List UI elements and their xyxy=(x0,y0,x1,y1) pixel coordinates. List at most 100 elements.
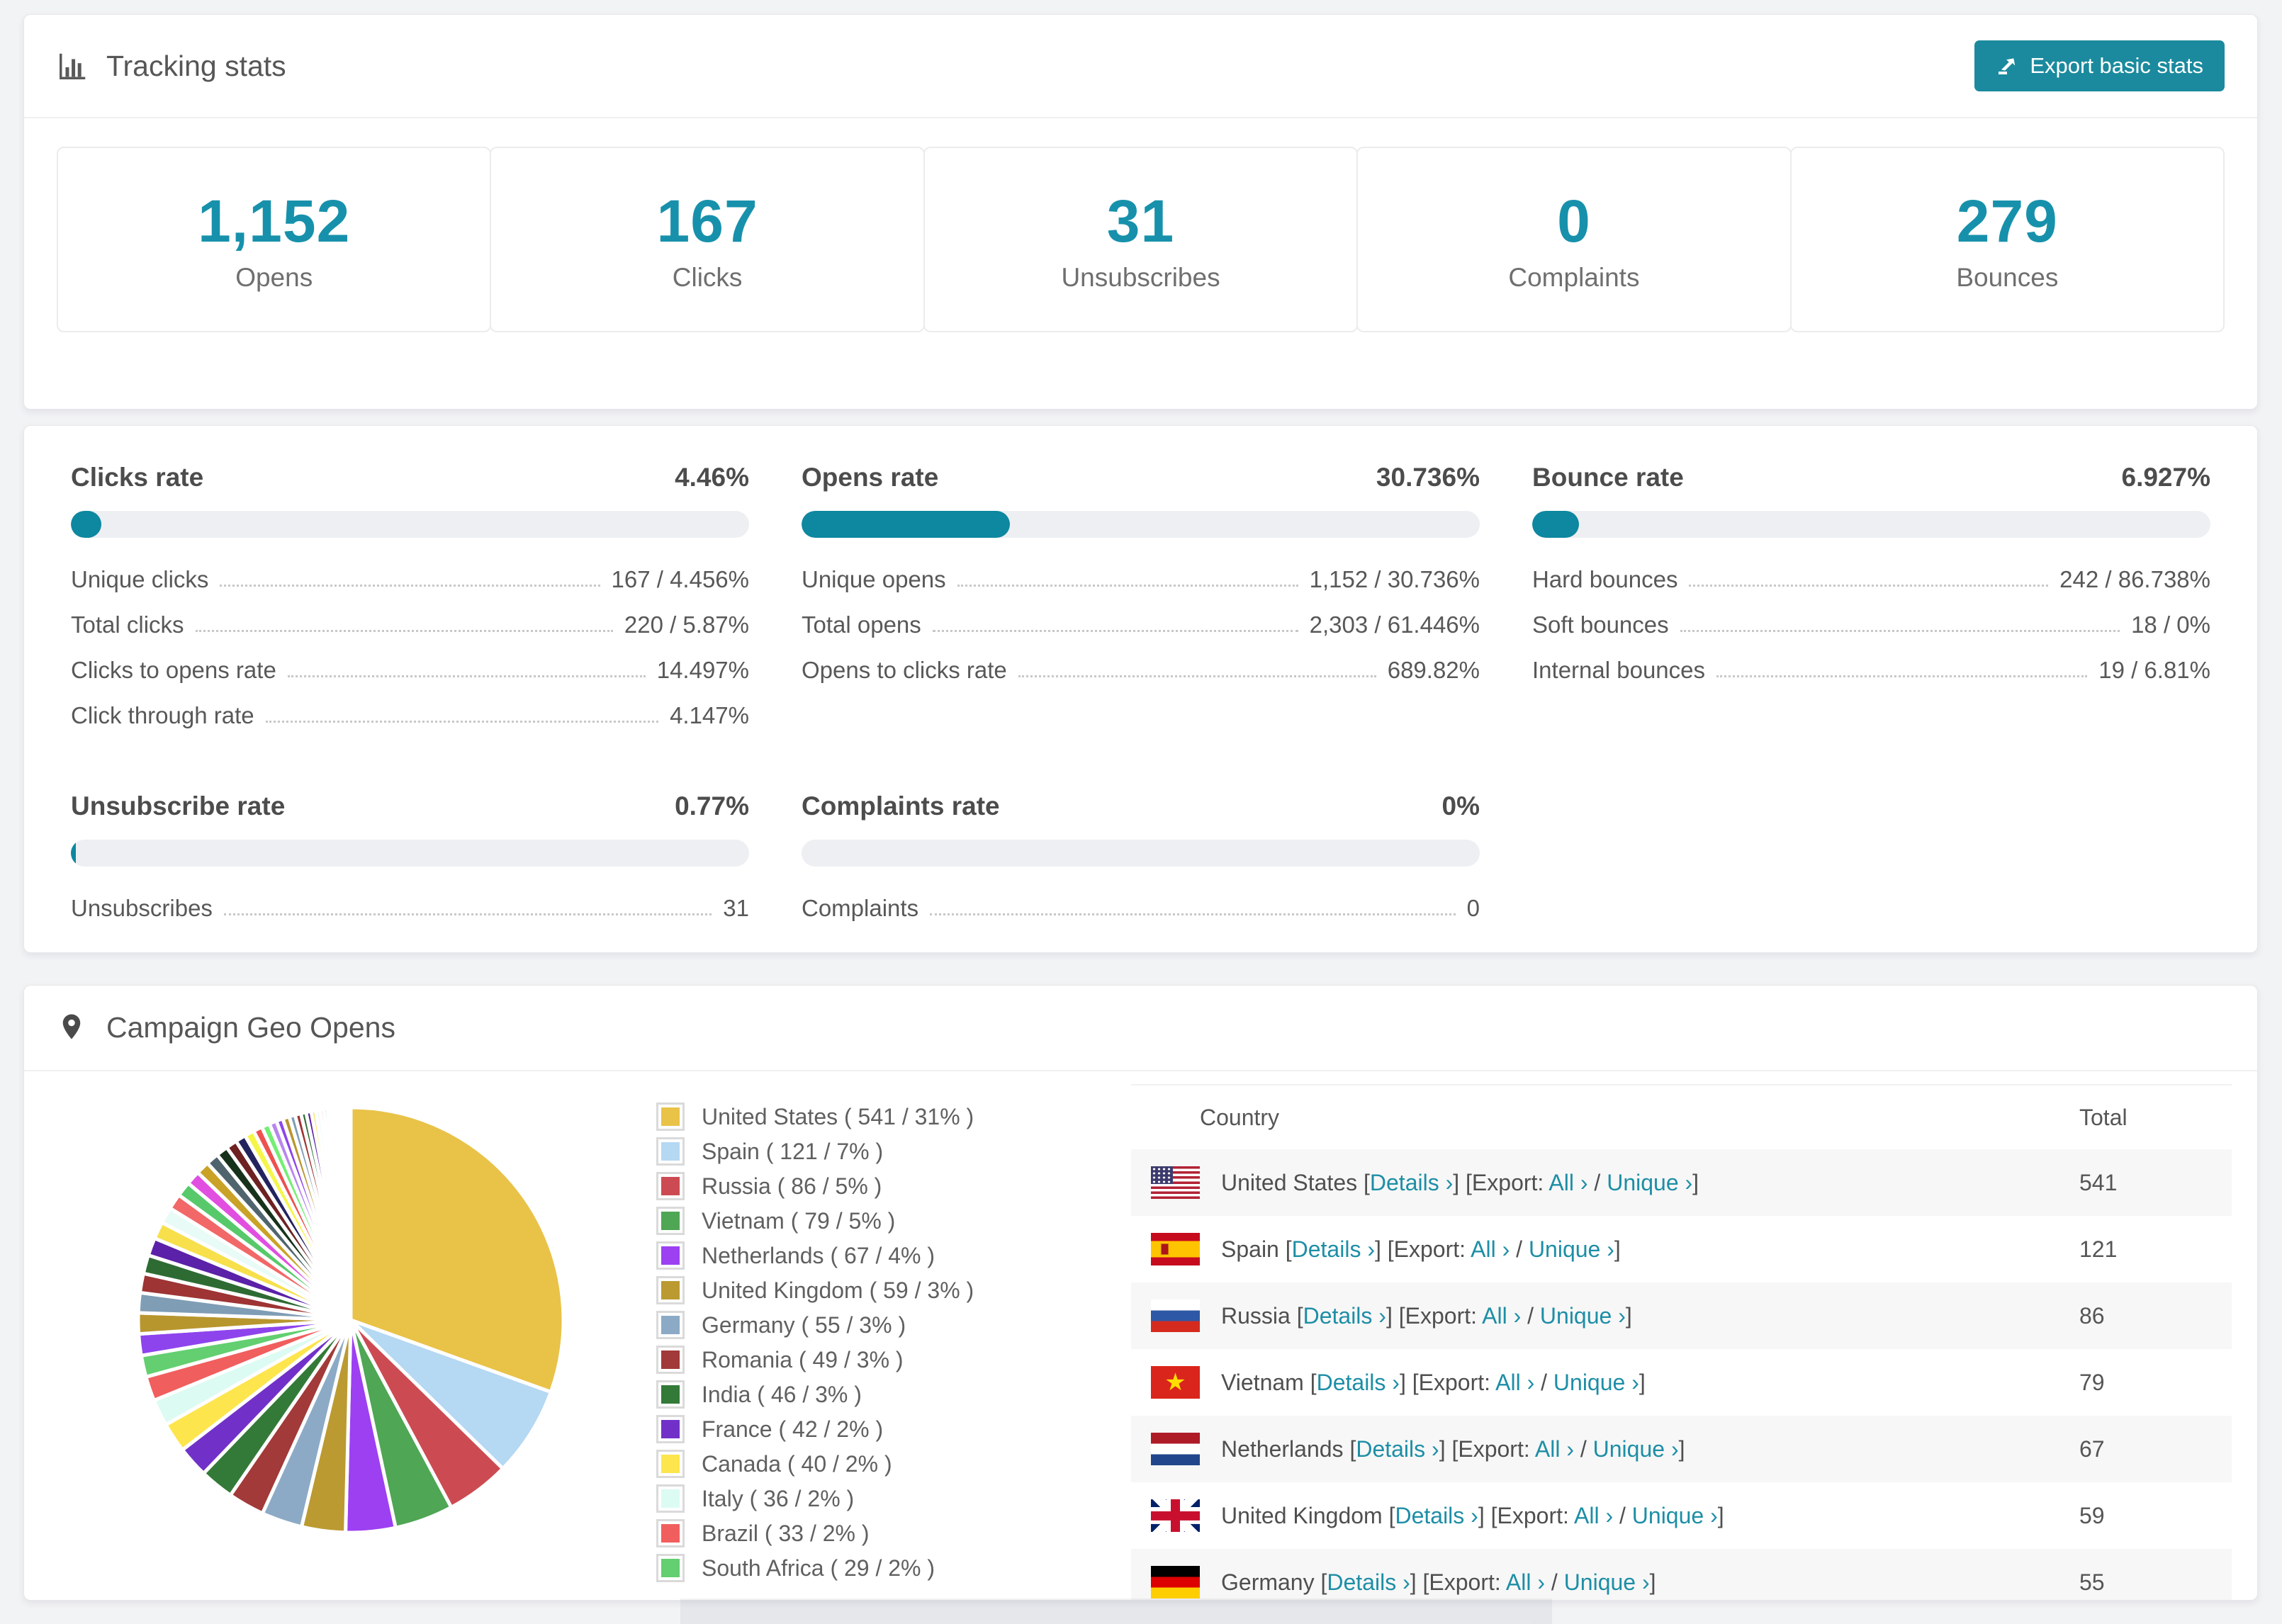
legend-item: Spain ( 121 / 7% ) xyxy=(656,1137,1053,1166)
rate-title: Bounce rate xyxy=(1532,463,1684,492)
table-row: Netherlands [Details ›] [Export: All › /… xyxy=(1131,1416,2232,1482)
legend-label: United States ( 541 / 31% ) xyxy=(702,1103,974,1129)
details-link[interactable]: Details › xyxy=(1369,1169,1454,1195)
details-link[interactable]: Details › xyxy=(1395,1502,1478,1528)
country-text: Germany [Details ›] [Export: All › / Uni… xyxy=(1221,1569,1656,1595)
dotted-leader xyxy=(1018,675,1376,677)
legend-item: India ( 46 / 3% ) xyxy=(656,1380,1053,1409)
pie-slice-united-states[interactable] xyxy=(349,1105,566,1394)
legend-label: India ( 46 / 3% ) xyxy=(702,1381,862,1407)
rate-detail-row: Unique opens 1,152 / 30.736% xyxy=(802,566,1480,593)
rate-panel: Bounce rate 6.927% Hard bounces 242 / 86.73… xyxy=(1532,463,2210,729)
country-cell: United Kingdom [Details ›] [Export: All … xyxy=(1131,1499,2079,1532)
rate-detail-row: Unsubscribes 31 xyxy=(71,895,749,922)
details-link[interactable]: Details › xyxy=(1327,1569,1410,1595)
export-unique-link[interactable]: Unique › xyxy=(1539,1302,1626,1329)
rate-panel: Opens rate 30.736% Unique opens 1,152 / 30.… xyxy=(802,463,1480,729)
tracking-stats-header: Tracking stats Export basic stats xyxy=(24,15,2257,118)
export-unique-link[interactable]: Unique › xyxy=(1553,1369,1639,1395)
country-text: Russia [Details ›] [Export: All › / Uniq… xyxy=(1221,1302,1632,1329)
export-basic-stats-button[interactable]: Export basic stats xyxy=(1974,40,2225,91)
rate-detail-value: 31 xyxy=(723,895,749,921)
horizontal-scrollbar-thumb[interactable] xyxy=(680,1598,1552,1624)
rate-title: Clicks rate xyxy=(71,463,204,492)
export-all-link[interactable]: All › xyxy=(1471,1236,1510,1262)
tracking-stats-card: Tracking stats Export basic stats 1,152 O… xyxy=(23,14,2258,410)
table-row: Russia [Details ›] [Export: All › / Uniq… xyxy=(1131,1282,2232,1349)
stat-label: Unsubscribes xyxy=(1061,262,1220,292)
export-unique-link[interactable]: Unique › xyxy=(1592,1436,1679,1462)
legend-swatch xyxy=(656,1137,685,1166)
total-cell: 67 xyxy=(2079,1436,2105,1462)
legend-label: Canada ( 40 / 2% ) xyxy=(702,1450,892,1477)
rate-detail-rows: Unique opens 1,152 / 30.736% Total opens 2,… xyxy=(802,566,1480,684)
details-link[interactable]: Details › xyxy=(1291,1236,1375,1262)
export-unique-link[interactable]: Unique › xyxy=(1631,1502,1718,1528)
export-unique-link[interactable]: Unique › xyxy=(1607,1169,1693,1195)
legend-swatch xyxy=(656,1241,685,1270)
export-all-link[interactable]: All › xyxy=(1534,1436,1574,1462)
geo-header: Campaign Geo Opens xyxy=(24,986,2257,1071)
rate-detail-label: Unique opens xyxy=(802,566,946,592)
export-icon xyxy=(1996,55,2018,77)
legend-swatch xyxy=(656,1519,685,1547)
export-unique-link[interactable]: Unique › xyxy=(1563,1569,1650,1595)
export-all-link[interactable]: All › xyxy=(1574,1502,1614,1528)
legend-swatch xyxy=(656,1311,685,1339)
progress-bar xyxy=(802,840,1480,867)
dotted-leader xyxy=(930,913,1456,915)
progress-bar-fill xyxy=(71,840,77,867)
rate-detail-value: 14.497% xyxy=(656,657,749,683)
rate-detail-label: Hard bounces xyxy=(1532,566,1678,592)
rate-detail-label: Total clicks xyxy=(71,611,184,638)
legend-item: Brazil ( 33 / 2% ) xyxy=(656,1519,1053,1547)
dotted-leader xyxy=(932,630,1298,632)
export-unique-link[interactable]: Unique › xyxy=(1528,1236,1614,1262)
pie-slice-other[interactable] xyxy=(348,1105,353,1322)
rate-detail-row: Click through rate 4.147% xyxy=(71,702,749,729)
export-all-link[interactable]: All › xyxy=(1505,1569,1546,1595)
rate-detail-value: 242 / 86.738% xyxy=(2059,566,2210,592)
rate-detail-value: 689.82% xyxy=(1387,657,1480,683)
rate-panel-header: Clicks rate 4.46% xyxy=(71,463,749,492)
gb-flag-icon xyxy=(1151,1499,1200,1532)
legend-label: Romania ( 49 / 3% ) xyxy=(702,1346,904,1372)
export-all-link[interactable]: All › xyxy=(1548,1169,1588,1195)
us-flag-icon xyxy=(1151,1166,1200,1199)
details-link[interactable]: Details › xyxy=(1356,1436,1439,1462)
rate-panel-header: Bounce rate 6.927% xyxy=(1532,463,2210,492)
rate-panel-header: Unsubscribe rate 0.77% xyxy=(71,791,749,821)
summary-stats-row: 1,152 Opens 167 Clicks 31 Unsubscribes 0 Compla… xyxy=(57,147,2225,332)
legend-swatch xyxy=(656,1346,685,1374)
legend-swatch xyxy=(656,1276,685,1304)
rate-title: Unsubscribe rate xyxy=(71,791,286,821)
progress-bar-fill xyxy=(802,511,1011,538)
legend-label: Vietnam ( 79 / 5% ) xyxy=(702,1207,896,1234)
rate-value: 0.77% xyxy=(675,791,749,821)
legend-item: Italy ( 36 / 2% ) xyxy=(656,1484,1053,1513)
legend-label: France ( 42 / 2% ) xyxy=(702,1416,884,1442)
rate-detail-label: Unique clicks xyxy=(71,566,209,592)
geo-table-header: Country Total xyxy=(1131,1084,2232,1149)
legend-item: South Africa ( 29 / 2% ) xyxy=(656,1554,1053,1582)
country-text: United Kingdom [Details ›] [Export: All … xyxy=(1221,1502,1724,1528)
export-all-link[interactable]: All › xyxy=(1495,1369,1535,1395)
legend-item: France ( 42 / 2% ) xyxy=(656,1415,1053,1443)
export-all-link[interactable]: All › xyxy=(1482,1302,1522,1329)
rate-detail-label: Click through rate xyxy=(71,702,254,728)
country-cell: Russia [Details ›] [Export: All › / Uniq… xyxy=(1131,1299,2079,1332)
progress-bar xyxy=(1532,511,2210,538)
country-text: Netherlands [Details ›] [Export: All › /… xyxy=(1221,1436,1685,1462)
legend-label: Germany ( 55 / 3% ) xyxy=(702,1312,906,1338)
legend-label: Brazil ( 33 / 2% ) xyxy=(702,1520,870,1546)
details-link[interactable]: Details › xyxy=(1316,1369,1400,1395)
stat-box: 1,152 Opens xyxy=(57,147,492,332)
stat-value: 1,152 xyxy=(198,187,351,254)
details-link[interactable]: Details › xyxy=(1303,1302,1386,1329)
dotted-leader xyxy=(287,675,646,677)
rate-panel-header: Complaints rate 0% xyxy=(802,791,1480,821)
de-flag-icon xyxy=(1151,1566,1200,1598)
rate-detail-row: Internal bounces 19 / 6.81% xyxy=(1532,657,2210,684)
rate-detail-label: Soft bounces xyxy=(1532,611,1669,638)
